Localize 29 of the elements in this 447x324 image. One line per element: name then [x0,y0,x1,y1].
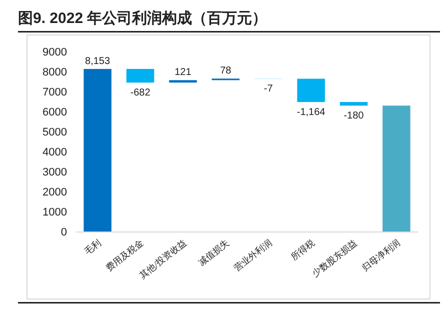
data-label: 121 [174,67,192,78]
x-tick-label: 减值损失 [196,238,231,268]
y-tick-label: 2000 [42,186,67,199]
y-tick-label: 5000 [42,126,67,139]
bar [126,68,154,83]
bar [340,102,368,106]
y-tick-label: 8000 [42,66,67,79]
y-tick-label: 9000 [42,46,67,59]
data-label: -7 [264,84,274,95]
y-tick-label: 1000 [42,206,67,219]
data-label: -180 [344,110,364,122]
chart-title: 图9. 2022 年公司利润构成（百万元） [18,9,268,27]
bar [382,106,410,232]
y-tick-label: 7000 [42,86,67,99]
bar [297,78,325,102]
y-tick-label: 4000 [42,146,67,159]
data-label: 8,153 [85,56,111,67]
y-tick-label: 0 [60,226,67,239]
data-label: 78 [220,66,232,77]
data-label: -682 [130,88,151,99]
data-label: -1,164 [296,107,326,118]
x-tick-label: 毛利 [82,238,103,257]
y-tick-label: 6000 [42,106,67,119]
x-tick-label: 归母净利润 [360,238,402,274]
y-tick-label: 3000 [42,166,67,179]
bar [169,80,197,83]
x-tick-label: 营业外利润 [232,238,274,274]
bar [84,68,112,232]
x-tick-label: 所得税 [288,238,316,262]
